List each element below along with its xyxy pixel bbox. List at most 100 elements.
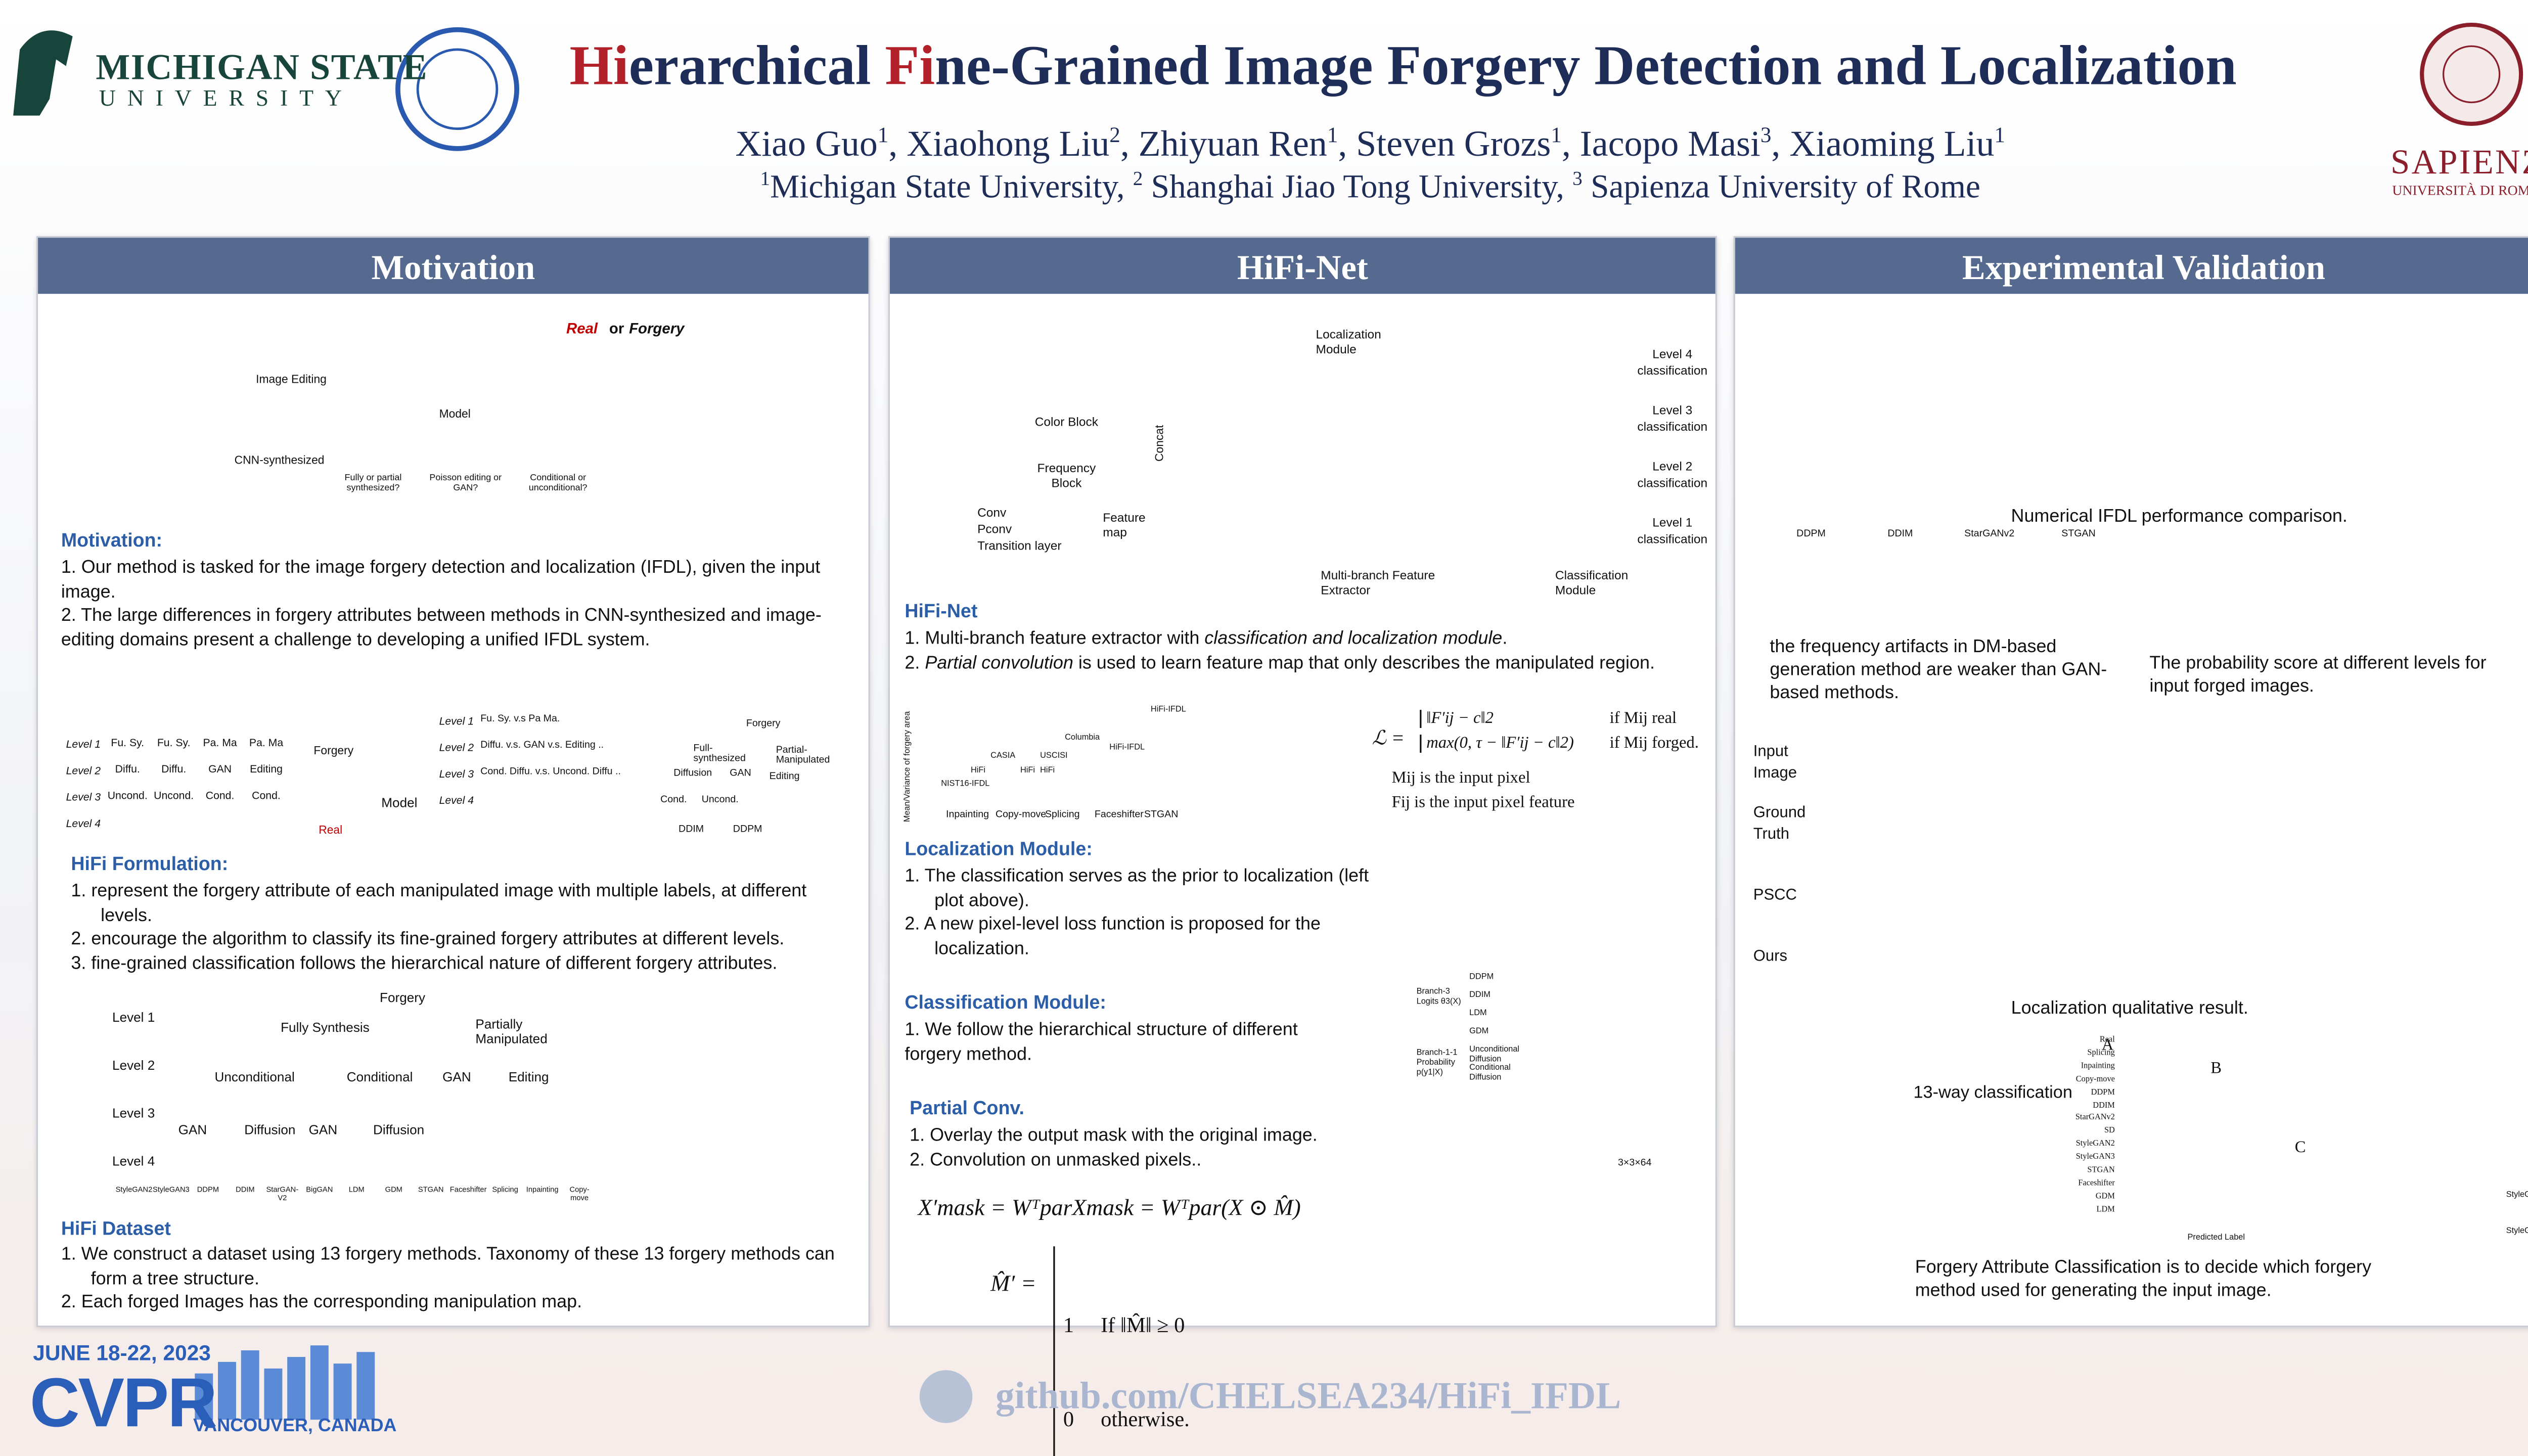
author-sup: 2	[1109, 122, 1120, 147]
figure-label: StyleGAN-2ada	[2506, 1190, 2528, 1200]
figure-label: Faceshifter	[1094, 810, 1144, 821]
figure-label: ‖F′ij − c‖2	[1420, 710, 1494, 729]
tree-level-label: Level 3	[112, 1106, 155, 1121]
sjtu-logo	[416, 48, 499, 130]
figure-label: Model	[439, 409, 471, 421]
figure-label: DDPM	[111, 817, 144, 829]
tree-leaf-label: Splicing	[492, 1185, 518, 1194]
section-subtitle: HiFi Formulation:	[71, 855, 229, 875]
figure-image	[287, 1357, 306, 1420]
conference-dates: JUNE 18-22, 2023	[33, 1340, 211, 1366]
figure-label: if Mij forged.	[1609, 735, 1699, 753]
figure-label: ℒ =	[1372, 726, 1405, 750]
figure-label: Level 1 classification	[1637, 515, 1708, 547]
figure-label: Level 2	[66, 766, 101, 778]
figure-label: Splicing	[1045, 810, 1080, 821]
github-link[interactable]: github.com/CHELSEA234/HiFi_IFDL	[995, 1375, 1621, 1417]
section-subtitle: Partial Conv.	[910, 1099, 1024, 1119]
figure-label: DDPM	[1796, 530, 1826, 540]
conference-name: CVPR	[29, 1363, 217, 1441]
list-item: 2. The large differences in forgery attr…	[61, 606, 822, 650]
figure-label: Editing	[250, 764, 283, 776]
figure-label: PSCC	[1753, 886, 1797, 905]
tree-node-label: Fully Synthesis	[281, 1020, 370, 1035]
section-subtitle: Classification Module:	[905, 993, 1106, 1014]
tree-node-label: GAN	[442, 1069, 471, 1085]
figure-label: Level 1	[439, 716, 474, 729]
figure-label: Poisson editing or GAN?	[429, 474, 502, 494]
figure-label: Unconditional Diffusion	[1469, 1044, 1520, 1064]
tree-node-label: Conditional	[346, 1069, 413, 1085]
panel-heading: Experimental Validation	[1735, 238, 2528, 294]
tree-leaf-label: StarGAN-V2	[266, 1185, 299, 1202]
tree-node-label: Diffusion	[244, 1122, 296, 1138]
figure-label: Cond.	[660, 795, 687, 806]
author-name: , Xiaoming Liu	[1771, 122, 1995, 164]
figure-label: if Mij real	[1609, 710, 1677, 729]
panel-heading: HiFi-Net	[890, 238, 1716, 294]
poster-title: Hierarchical Fine-Grained Image Forgery …	[570, 36, 2261, 99]
author-name: , Zhiyuan Ren	[1120, 122, 1327, 164]
experiments-panel: Experimental Validation	[1733, 236, 2528, 1328]
list-item: 2. Convolution on unmasked pixels..	[910, 1150, 1202, 1170]
figure-label: Localization Module	[1316, 327, 1381, 356]
figure-label: GDM	[2095, 1193, 2115, 1202]
author-name: Xiao Guo	[735, 122, 878, 164]
sapienza-text: SAPIENZA	[2390, 142, 2528, 182]
figure-image	[241, 1350, 259, 1420]
figure-label: DDIM	[160, 817, 188, 829]
text-list: 1. We construct a dataset using 13 forge…	[61, 1243, 845, 1315]
figure-label: Input Image	[1753, 743, 1797, 783]
tree-node-label: Partially Manipulated	[475, 1017, 548, 1047]
figure-label: Multi-branch Feature Extractor	[1321, 568, 1435, 597]
figure-label: 13-way classification	[1913, 1083, 2072, 1103]
figure-label: Fu. Sy.	[111, 738, 145, 750]
figure-label: CNN-synthesized	[234, 456, 325, 468]
figure-label: Conditional or unconditional?	[528, 474, 588, 494]
title-part: Hi	[569, 36, 629, 98]
figure-image	[356, 1352, 375, 1420]
figure-label: STGAN	[1144, 810, 1179, 821]
figure-label: STGAN	[2061, 530, 2096, 540]
figure-label: Inpainting	[946, 810, 989, 821]
figure-label: StarGANv2	[2075, 1115, 2115, 1123]
tree-node-label: Unconditional	[214, 1069, 295, 1085]
title-part: ne-Grained Image Forgery Detection and L…	[935, 36, 2237, 98]
tree-node-label: GAN	[308, 1122, 338, 1138]
text-list: 1. The classification serves as the prio…	[905, 865, 1383, 961]
tree-leaf-label: StyleGAN3	[153, 1185, 190, 1194]
list-segment: 2.	[905, 653, 925, 673]
list-item: 1. Our method is tasked for the image fo…	[61, 558, 821, 602]
figure-label: Faceshifter	[2078, 1180, 2115, 1189]
list-item: 2. Partial convolution is used to learn …	[905, 651, 1713, 675]
caption: The probability score at different level…	[2149, 654, 2487, 697]
hifinet-panel: HiFi-Net	[888, 236, 1717, 1328]
figure-label: DDIM	[679, 825, 704, 836]
authors: Xiao Guo1, Xiaohong Liu2, Zhiyuan Ren1, …	[545, 122, 2196, 166]
figure-label: Cond.	[205, 791, 235, 802]
author-name: , Iacopo Masi	[1561, 122, 1760, 164]
figure-label: Splicing	[247, 817, 285, 829]
figure-label: Diffu. v.s. GAN v.s. Editing ..	[480, 741, 604, 751]
panel-heading: Motivation	[38, 238, 869, 294]
tree-level-label: Level 2	[112, 1058, 155, 1073]
figure-label: Diffu.	[161, 764, 187, 776]
author-sup: 3	[1760, 122, 1772, 147]
figure-label: STGAN	[201, 817, 239, 829]
figure-label: Fij is the input pixel feature	[1391, 794, 1575, 812]
list-segment: .	[1502, 629, 1508, 649]
figure-label: Real	[566, 320, 598, 337]
figure-label: USCISI	[1040, 751, 1068, 761]
figure-label: Pconv	[977, 521, 1012, 537]
figure-label: Copy-move	[995, 810, 1047, 821]
list-item: 2. A new pixel-level loss function is pr…	[905, 914, 1321, 959]
affiliation-name: Shanghai Jiao Tong University,	[1143, 169, 1573, 206]
author-sup: 1	[1994, 122, 2005, 147]
figure-label: max(0, τ − ‖F′ij − c‖2)	[1420, 735, 1574, 753]
figure-label: Branch-3 Logits θ3(X)	[1416, 987, 1461, 1007]
caption: Localization qualitative result.	[2011, 998, 2248, 1019]
figure-label: Forgery	[746, 719, 781, 730]
figure-label: Concat	[1155, 425, 1167, 462]
